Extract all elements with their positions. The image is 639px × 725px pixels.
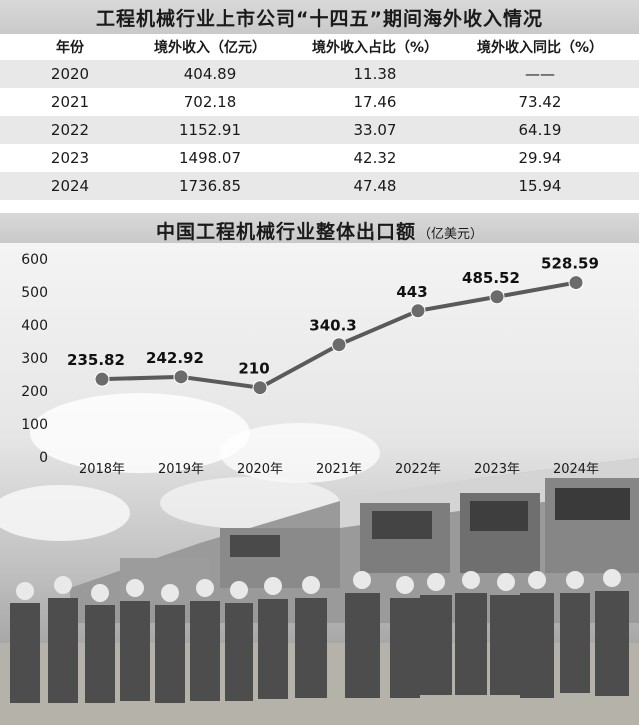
x-tick-label: 2022年 [395,462,441,477]
y-tick-label: 500 [21,285,48,301]
cell-yoy: —— [525,65,555,83]
table-row: 2021 702.18 17.46 73.42 [0,88,639,116]
table-row: 2024 1736.85 47.48 15.94 [0,172,639,200]
cell-revenue: 1498.07 [178,149,242,167]
data-label: 443 [396,283,427,301]
data-point [173,369,189,385]
cell-year: 2024 [50,177,90,195]
table-row: 2023 1498.07 42.32 29.94 [0,144,639,172]
data-label: 235.82 [67,351,125,369]
cell-yoy: 64.19 [518,121,562,139]
x-tick-label: 2023年 [474,462,520,477]
data-point [489,289,505,305]
cell-share: 42.32 [353,149,397,167]
overseas-revenue-table: 年份 境外收入（亿元） 境外收入占比（%） 境外收入同比（%） 2020 404… [0,34,639,200]
data-label: 340.3 [309,317,356,335]
table-header-row: 年份 境外收入（亿元） 境外收入占比（%） 境外收入同比（%） [0,34,639,60]
cell-year: 2022 [50,121,90,139]
cell-yoy: 15.94 [518,177,562,195]
data-point [331,337,347,353]
data-point [252,380,268,396]
photo-illustration [0,393,639,725]
cell-revenue: 404.89 [183,65,237,83]
y-tick-label: 0 [39,450,48,466]
cell-year: 2021 [50,93,90,111]
cell-share: 33.07 [353,121,397,139]
data-label: 210 [238,360,269,378]
data-label: 528.59 [541,255,599,273]
background-photo [0,243,639,725]
chart-title-main: 中国工程机械行业整体出口额 [155,221,416,243]
header-overseas-yoy: 境外收入同比（%） [476,40,604,56]
y-tick-label: 400 [21,318,48,334]
x-tick-label: 2018年 [79,462,125,477]
y-tick-label: 100 [21,417,48,433]
data-point [94,371,110,387]
cell-share: 17.46 [353,93,397,111]
y-tick-label: 600 [21,252,48,268]
header-overseas-share: 境外收入占比（%） [311,40,439,56]
table-row: 2020 404.89 11.38 —— [0,60,639,88]
series-line [101,280,577,390]
table-title: 工程机械行业上市公司“十四五”期间海外收入情况 [0,0,639,34]
export-line-chart: 0 100 200 300 400 500 600 2018年 2019年 2020年 2021年… [21,252,599,477]
chart-title: 中国工程机械行业整体出口额 （亿美元） [0,213,639,243]
data-point [568,275,584,291]
header-overseas-revenue: 境外收入（亿元） [154,40,266,56]
cell-share: 47.48 [353,177,397,195]
x-tick-label: 2021年 [316,462,362,477]
data-point [410,303,426,319]
cell-share: 11.38 [353,65,397,83]
x-tick-label: 2024年 [553,462,599,477]
header-year: 年份 [56,40,84,56]
cell-yoy: 29.94 [518,149,562,167]
data-label: 485.52 [462,269,520,287]
cell-yoy: 73.42 [518,93,562,111]
cell-revenue: 1736.85 [178,177,242,195]
chart-title-unit: （亿美元） [418,227,484,242]
y-tick-label: 200 [21,384,48,400]
cell-revenue: 702.18 [183,93,237,111]
data-label: 242.92 [146,349,204,367]
x-tick-label: 2019年 [158,462,204,477]
x-tick-label: 2020年 [237,462,283,477]
cell-year: 2020 [50,65,90,83]
table-row: 2022 1152.91 33.07 64.19 [0,116,639,144]
y-tick-label: 300 [21,351,48,367]
cell-year: 2023 [50,149,90,167]
cell-revenue: 1152.91 [178,121,242,139]
